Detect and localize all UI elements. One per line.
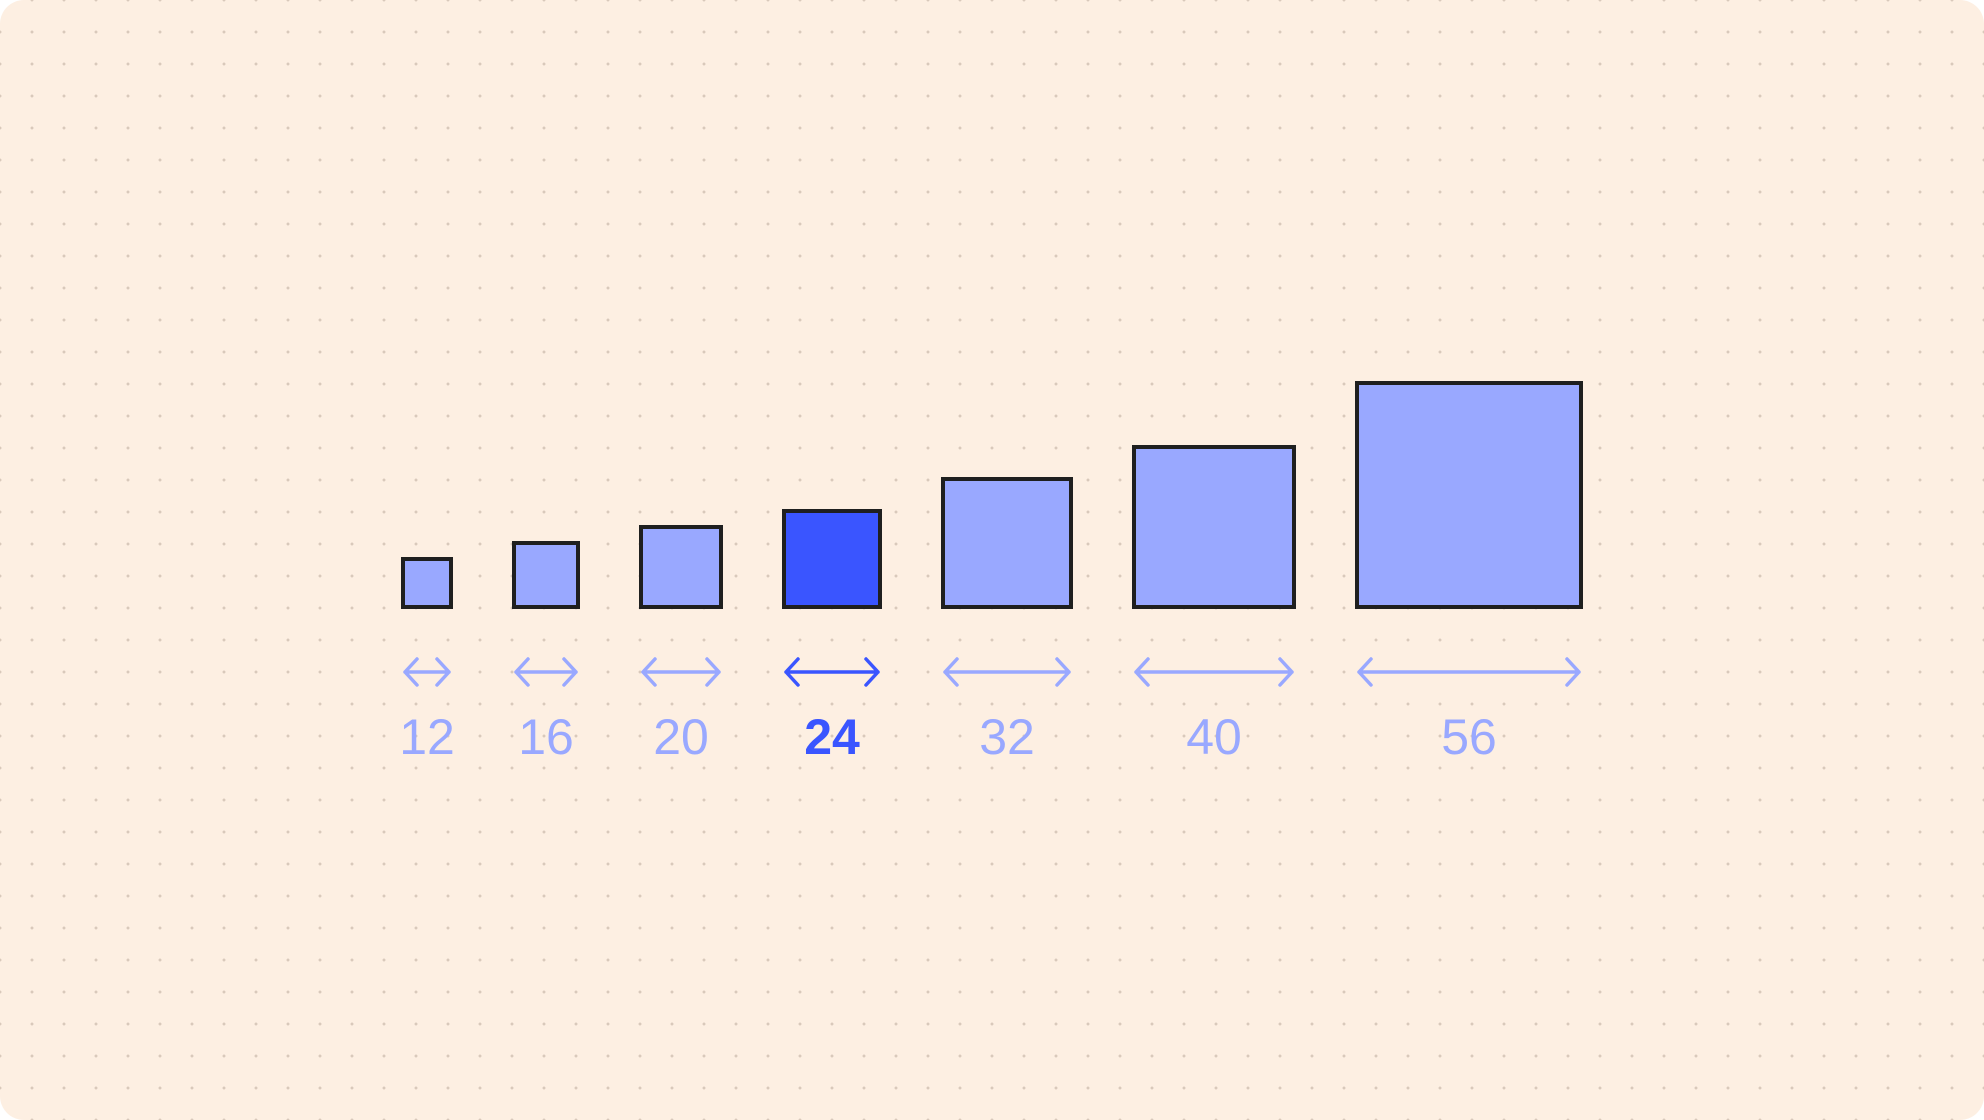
size-label: 20 xyxy=(653,709,709,765)
size-label: 40 xyxy=(1186,709,1242,765)
size-label: 32 xyxy=(979,709,1035,765)
size-square xyxy=(401,557,453,609)
size-square xyxy=(639,525,723,609)
size-square xyxy=(941,477,1073,609)
width-arrow xyxy=(514,657,578,687)
size-square xyxy=(1132,445,1296,609)
size-square xyxy=(782,509,882,609)
width-arrow xyxy=(641,657,721,687)
size-label: 16 xyxy=(518,709,574,765)
width-arrow xyxy=(1134,657,1294,687)
size-label: 24 xyxy=(804,709,860,765)
width-arrow xyxy=(403,657,451,687)
width-arrow xyxy=(784,657,880,687)
size-square xyxy=(512,541,580,609)
size-square xyxy=(1355,381,1583,609)
width-arrow xyxy=(943,657,1071,687)
width-arrow xyxy=(1357,657,1581,687)
size-label: 12 xyxy=(399,709,455,765)
size-label: 56 xyxy=(1441,709,1497,765)
